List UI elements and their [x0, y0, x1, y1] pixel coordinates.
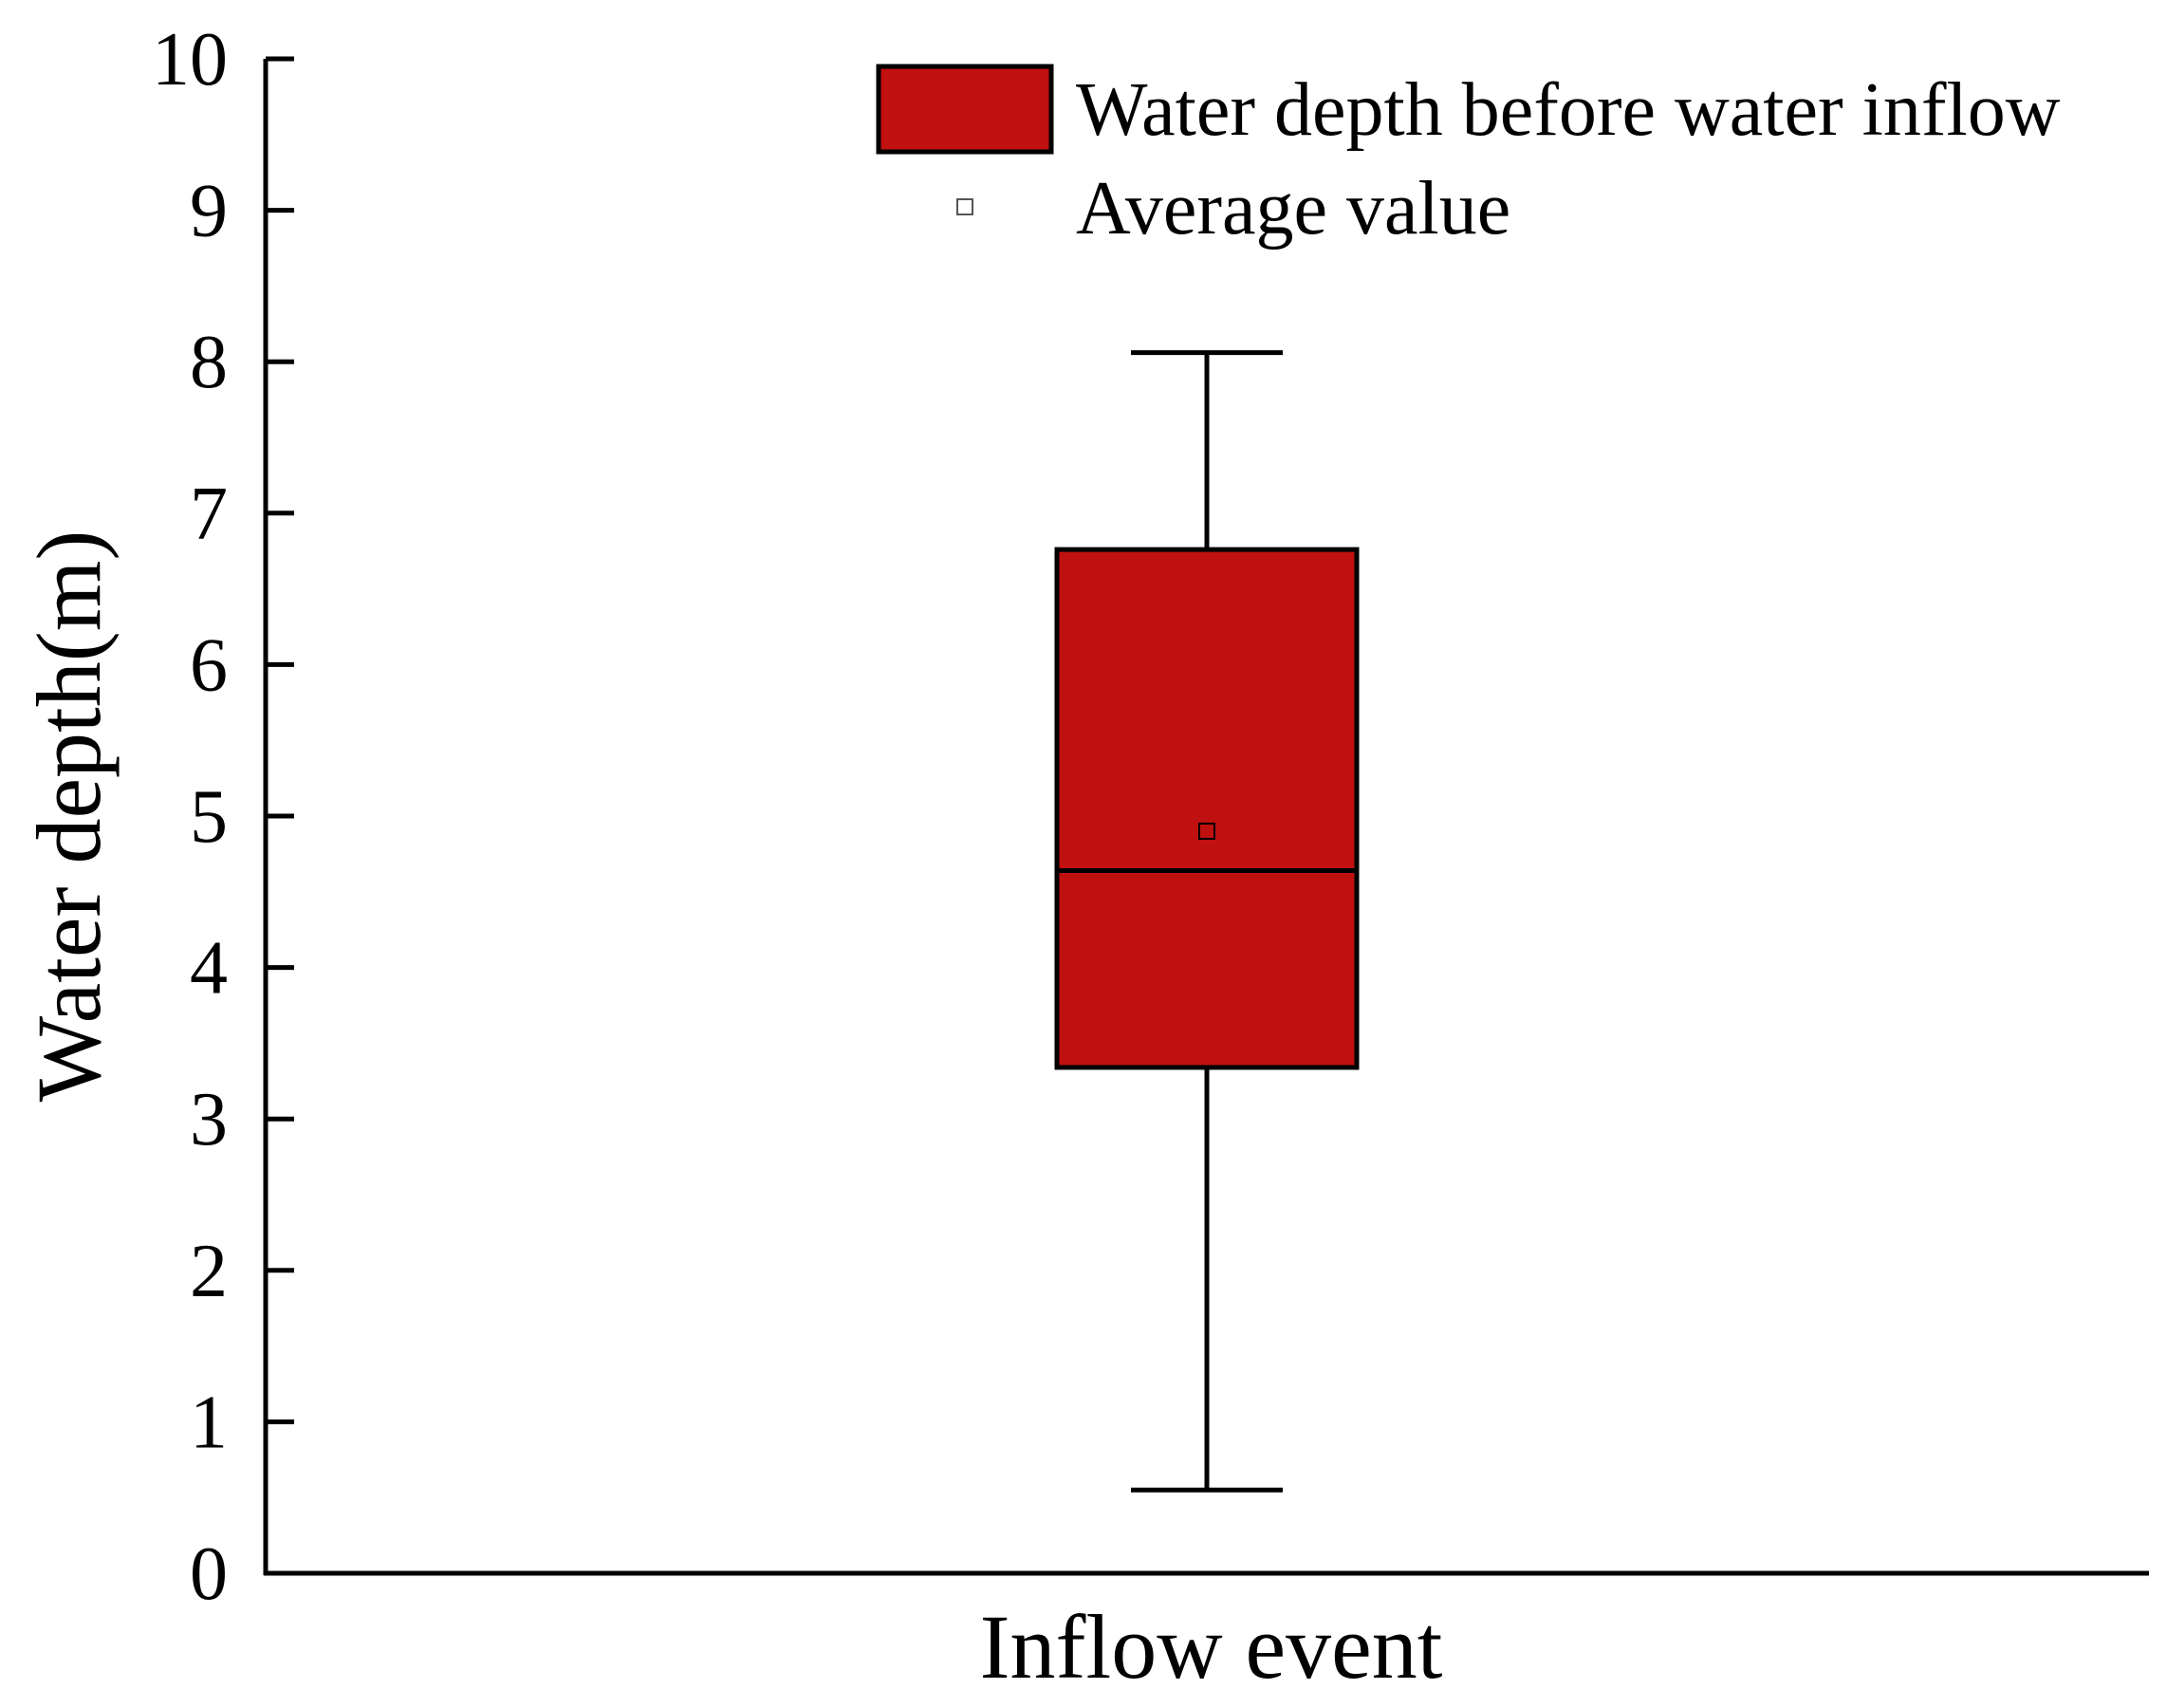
box-series — [1054, 350, 1360, 1493]
mean-marker — [1198, 822, 1215, 840]
y-ticks: 0 1 2 3 4 5 6 7 8 9 10 — [152, 18, 294, 1616]
legend-mean-swatch — [956, 198, 973, 215]
y-tick-label-0: 0 — [190, 1532, 228, 1616]
y-tick-label-10: 10 — [152, 18, 228, 102]
y-tick-label-7: 7 — [190, 473, 228, 556]
legend-label-box: Water depth before water inflow — [1076, 68, 2061, 152]
y-tick-label-2: 2 — [190, 1230, 228, 1313]
y-tick-label-6: 6 — [190, 623, 228, 707]
legend-box-swatch — [876, 64, 1054, 155]
y-axis: 0 1 2 3 4 5 6 7 8 9 10 — [152, 18, 294, 1616]
y-tick-label-1: 1 — [190, 1381, 228, 1464]
y-tick-label-8: 8 — [190, 321, 228, 404]
legend: Water depth before water inflow Average … — [876, 64, 2061, 251]
legend-label-average: Average value — [1076, 167, 1510, 251]
y-tick-label-4: 4 — [190, 927, 228, 1011]
y-tick-label-5: 5 — [190, 775, 228, 859]
x-axis-title: Inflow event — [980, 1596, 1443, 1698]
interquartile-box — [1054, 547, 1360, 1070]
y-axis-title: Water depth(m) — [18, 530, 120, 1103]
y-tick-label-9: 9 — [190, 170, 228, 253]
y-tick-label-3: 3 — [190, 1078, 228, 1161]
